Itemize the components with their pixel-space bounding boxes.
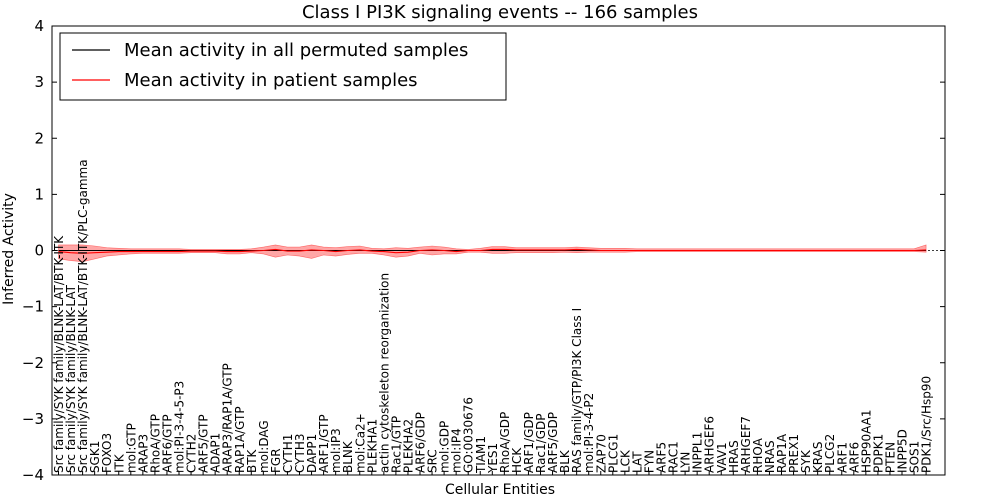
x-tick-label: ARF1/GTP [317, 414, 331, 473]
x-tick-label: CYTH1 [281, 434, 295, 474]
y-tick-label: 3 [34, 73, 44, 91]
x-tick-label: BTK [245, 448, 259, 473]
x-tick-label: Src family/SYK family/BLNK-LAT/BTK-ITK/P… [76, 159, 90, 473]
y-tick-label: −1 [22, 298, 44, 316]
x-tick-label: SRC [426, 449, 440, 473]
plot-area [52, 244, 945, 263]
x-tick-label: Rac1/GDP [534, 414, 548, 473]
x-tick-label: RAP1A [775, 433, 789, 473]
y-tick-label: −2 [22, 354, 44, 372]
x-tick-label: ARF6/GDP [414, 412, 428, 473]
x-tick-label: SYK [799, 449, 813, 473]
x-tick-label: Src family/SYK family/BLNK-LAT/BTK-ITK [52, 235, 66, 473]
x-tick-label: KRAS [811, 442, 825, 474]
x-tick-label: FOXO3 [100, 433, 114, 473]
x-tick-label: PLCG1 [606, 434, 620, 473]
x-tick-label: GO:0030676 [462, 397, 476, 473]
y-axis: −4 −3 −2 −1 0 1 2 3 4 [22, 17, 945, 484]
x-tick-label: CYTH3 [293, 434, 307, 474]
x-tick-label: ARAP3/RAP1A/GTP [221, 363, 235, 473]
x-tick-label: PLEKHA1 [365, 419, 379, 473]
x-tick-label: RAC1 [667, 441, 681, 473]
x-tick-label: VAV1 [715, 442, 729, 473]
x-tick-label: HSP90AA1 [859, 410, 873, 474]
x-tick-label: ADAP1 [209, 433, 223, 473]
confidence-band [58, 244, 927, 263]
x-tick-label: PDK1/Src/Hsp90 [920, 376, 934, 473]
y-tick-label: −3 [22, 410, 44, 428]
x-tick-label: mol:IP4 [450, 428, 464, 473]
x-tick-label: mol:GDP [438, 421, 452, 473]
x-tick-label: Src family/SYK family/BLNK-LAT [64, 284, 78, 473]
x-tick-label: ARF6 [847, 442, 861, 473]
legend: Mean activity in all permuted samples Me… [59, 32, 507, 101]
x-tick-label: mol:DAG [257, 420, 271, 473]
x-tick-label: ARAP3 [136, 434, 150, 473]
x-tick-label: mol:GTP [124, 423, 138, 473]
x-tick-label: INPP5D [896, 429, 910, 473]
x-tick-label: LCK [618, 449, 632, 473]
x-tick-label: CYTH2 [185, 434, 199, 474]
x-tick-label: RHOA [751, 437, 765, 473]
x-tick-label: ARHGEF7 [739, 416, 753, 473]
x-tick-label: Rac1/GTP [389, 416, 403, 473]
legend-label-permuted: Mean activity in all permuted samples [124, 40, 468, 61]
x-tick-label: NRAS [763, 440, 777, 473]
x-tick-label: DAPP1 [305, 434, 319, 473]
y-tick-label: 0 [34, 242, 44, 260]
chart-title: Class I PI3K signaling events -- 166 sam… [302, 2, 698, 23]
x-tick-label: RAP1A/GTP [233, 406, 247, 473]
x-axis-label: Cellular Entities [445, 482, 555, 498]
x-tick-label: ARF5/GDP [546, 412, 560, 473]
x-tick-label: FYN [643, 450, 657, 473]
x-tick-label: actin cytoskeleton reorganization [377, 273, 391, 473]
x-tick-label: ITK [112, 453, 126, 473]
x-tick-label: PREX1 [787, 434, 801, 473]
legend-box [59, 32, 507, 101]
x-tick-label: LAT [630, 451, 644, 473]
x-tick-label: RhoA/GTP [148, 414, 162, 473]
x-tick-label: ARF1/GDP [522, 412, 536, 473]
x-tick-label: ARF1 [835, 442, 849, 473]
x-tick-label: HRAS [727, 440, 741, 473]
y-axis-label: Inferred Activity [1, 193, 17, 305]
y-tick-label: 1 [34, 185, 44, 203]
x-tick-label: PDPK1 [871, 434, 885, 473]
x-tick-label: ARF5/GTP [197, 414, 211, 473]
x-tick-label: SOS1 [908, 441, 922, 473]
x-tick-label: PLCG2 [823, 434, 837, 473]
x-tick-label: PLEKHA2 [402, 419, 416, 473]
series-line-patient [58, 248, 927, 254]
x-tick-label: mol:Ca2+ [353, 413, 367, 473]
x-tick-label: YES1 [486, 443, 500, 474]
y-tick-label: −4 [22, 466, 44, 484]
x-tick-label: PTEN [884, 442, 898, 473]
x-tick-label: mol:PI-3-4-5-P3 [173, 381, 187, 473]
x-tick-label: TIAM1 [474, 436, 488, 474]
legend-label-patient: Mean activity in patient samples [124, 70, 418, 91]
x-tick-label: BLNK [341, 440, 355, 473]
x-tick-label: FGR [269, 448, 283, 473]
x-tick-label: ZAP70 [594, 434, 608, 473]
x-tick-label: LYN [679, 452, 693, 473]
x-axis: Src family/SYK family/BLNK-LAT/BTK-ITKSr… [52, 159, 934, 475]
x-tick-label: HCK [510, 447, 524, 473]
x-tick-label: ARHGEF6 [703, 416, 717, 473]
x-tick-label: ARF6/GTP [160, 414, 174, 473]
y-tick-label: 4 [34, 17, 44, 35]
x-tick-label: mol:IP3 [329, 428, 343, 473]
x-tick-label: mol:PI-3-4-P2 [582, 393, 596, 473]
x-tick-label: ARF5 [655, 442, 669, 473]
x-tick-label: RAS family/GTP/PI3K Class I [570, 308, 584, 473]
x-tick-label: BLK [558, 449, 572, 473]
x-tick-label: SGK1 [88, 441, 102, 473]
y-tick-label: 2 [34, 129, 44, 147]
x-tick-label: INPPL1 [691, 432, 705, 473]
x-tick-label: RhoA/GDP [498, 412, 512, 473]
